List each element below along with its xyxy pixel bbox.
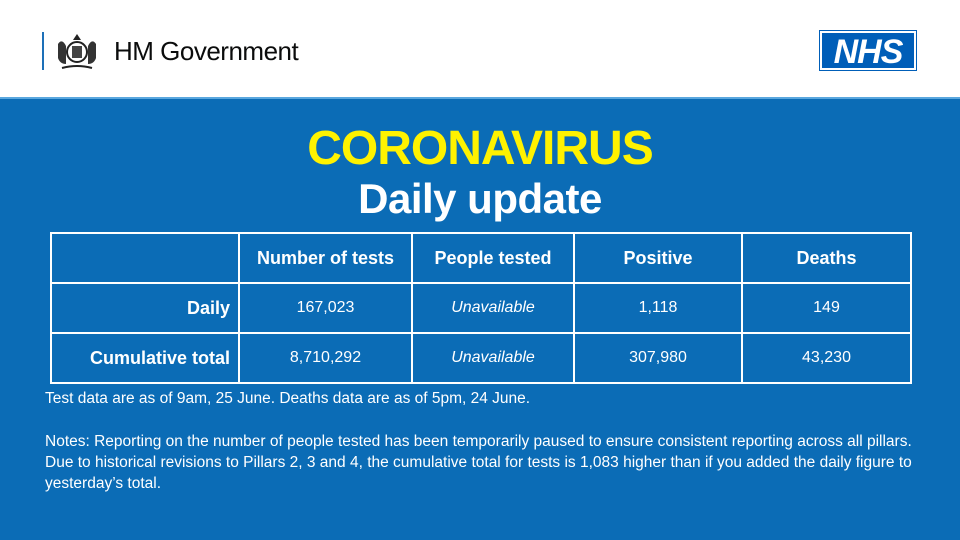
cell-tests: 167,023 xyxy=(238,282,413,334)
stats-table: Number of tests People tested Positive D… xyxy=(50,232,912,384)
cell-deaths: 149 xyxy=(741,282,912,334)
cell-positive: 307,980 xyxy=(573,332,743,384)
notes-paragraph: Notes: Reporting on the number of people… xyxy=(45,433,912,492)
royal-coat-of-arms-icon xyxy=(58,34,96,69)
header-positive: Positive xyxy=(573,232,743,284)
table-header-row: Number of tests People tested Positive D… xyxy=(50,232,912,284)
cell-people-tested: Unavailable xyxy=(411,282,575,334)
cell-deaths: 43,230 xyxy=(741,332,912,384)
cell-positive: 1,118 xyxy=(573,282,743,334)
header-people-tested: People tested xyxy=(411,232,575,284)
header-deaths: Deaths xyxy=(741,232,912,284)
table-row-daily: Daily 167,023 Unavailable 1,118 149 xyxy=(50,282,912,334)
cell-tests: 8,710,292 xyxy=(238,332,413,384)
nhs-logo: NHS xyxy=(819,30,917,71)
row-label: Cumulative total xyxy=(50,332,240,384)
header-cell-empty xyxy=(50,232,240,284)
gov-divider xyxy=(42,32,44,70)
data-as-of-note: Test data are as of 9am, 25 June. Deaths… xyxy=(45,390,531,407)
main-panel: CORONAVIRUS Daily update Number of tests… xyxy=(0,97,960,540)
title-coronavirus: CORONAVIRUS xyxy=(307,122,653,175)
title-daily-update: Daily update xyxy=(358,175,602,222)
row-label: Daily xyxy=(50,282,240,334)
cell-people-tested: Unavailable xyxy=(411,332,575,384)
header: HM Government NHS xyxy=(0,0,960,97)
cell-text: Unavailable xyxy=(451,349,535,366)
hm-government-logo-text: HM Government xyxy=(114,36,299,66)
header-number-of-tests: Number of tests xyxy=(238,232,413,284)
cell-text: Unavailable xyxy=(451,299,535,316)
table-row-cumulative: Cumulative total 8,710,292 Unavailable 3… xyxy=(50,332,912,384)
